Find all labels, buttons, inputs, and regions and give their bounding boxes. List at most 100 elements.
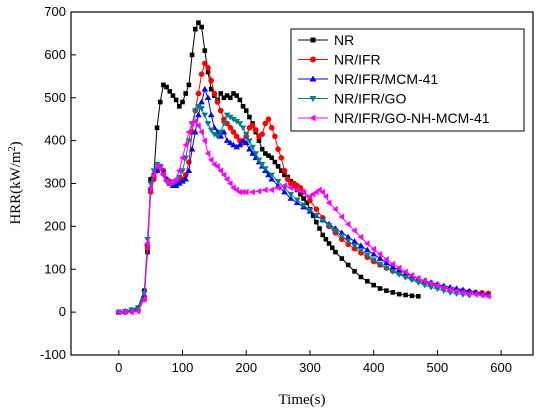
series-1-point xyxy=(384,288,389,293)
series-3-point xyxy=(172,182,180,188)
series-1-point xyxy=(377,286,383,291)
series-1-point xyxy=(186,82,192,88)
series-3-point xyxy=(287,195,295,201)
series-4-point xyxy=(242,131,250,138)
series-1-point xyxy=(180,99,185,105)
series-5-point xyxy=(421,277,427,285)
series-1-point xyxy=(339,256,345,261)
series-3-point xyxy=(239,137,247,143)
series-1-point xyxy=(345,262,351,268)
series-4-point xyxy=(252,151,260,157)
series-5-point xyxy=(427,280,434,287)
legend-item-2-label: NR/IFR xyxy=(334,52,381,68)
series-5-point xyxy=(262,186,268,194)
series-5-point xyxy=(191,118,198,125)
series-3-point xyxy=(236,141,244,148)
y-tick-label: 500 xyxy=(44,90,66,105)
series-3-point xyxy=(246,145,253,152)
series-4-point xyxy=(217,129,225,136)
y-tick-label: 600 xyxy=(44,47,66,62)
series-5-point xyxy=(344,220,351,228)
series-1-point xyxy=(183,91,189,96)
legend-box xyxy=(290,28,525,132)
series-1-point xyxy=(205,69,211,75)
series-1-point xyxy=(310,213,316,218)
series-1-point xyxy=(154,125,160,131)
series-1-point xyxy=(259,146,265,152)
series-5-point xyxy=(144,240,150,247)
series-layer xyxy=(115,20,492,316)
series-5-point xyxy=(182,141,189,149)
series-4-point xyxy=(395,272,403,278)
series-3-point xyxy=(195,111,202,118)
y-tick-label: -100 xyxy=(40,347,66,362)
y-tick-label: 400 xyxy=(44,133,66,148)
series-5-point xyxy=(322,193,329,200)
series-5-point xyxy=(281,182,287,189)
series-4-point xyxy=(376,261,384,268)
series-5-point xyxy=(319,188,326,196)
series-1-point xyxy=(247,114,252,120)
series-1-point xyxy=(371,282,376,288)
series-1-point xyxy=(237,97,243,103)
series-4-point xyxy=(357,248,365,254)
series-4-point xyxy=(262,166,269,172)
legend-item-2-marker xyxy=(310,56,316,63)
series-5-point xyxy=(195,122,201,129)
series-2-point xyxy=(233,133,240,140)
series-5-point xyxy=(364,240,370,247)
series-3-point xyxy=(233,143,240,150)
series-1-point xyxy=(148,176,153,182)
series-5-point xyxy=(115,308,122,316)
series-5-point xyxy=(160,171,166,179)
y-tick-label: 700 xyxy=(44,4,66,19)
series-3-point xyxy=(217,133,225,139)
series-4-point xyxy=(268,172,276,179)
series-3-point xyxy=(383,259,390,266)
series-4-point xyxy=(204,121,212,127)
series-4-point xyxy=(351,243,358,249)
series-1-point xyxy=(192,26,198,32)
series-4-point xyxy=(306,207,314,214)
series-4-point xyxy=(230,116,237,123)
legend-item-3-marker xyxy=(309,75,317,82)
series-1-point xyxy=(275,164,281,169)
series-3-point xyxy=(265,171,272,178)
series-4-point xyxy=(421,282,428,289)
series-1-point xyxy=(415,293,421,299)
series-4-point xyxy=(293,197,301,204)
series-1-point xyxy=(298,191,303,197)
series-4-point xyxy=(258,161,266,168)
series-4-point xyxy=(236,121,244,127)
series-4-point xyxy=(239,125,247,132)
legend-item-1-marker xyxy=(310,37,316,43)
series-5-point xyxy=(179,154,185,162)
legend-item-1-label: NR xyxy=(334,32,354,48)
x-tick-label: 300 xyxy=(299,360,321,375)
series-1-point xyxy=(189,52,195,58)
series-2-point xyxy=(272,133,278,140)
series-2-point xyxy=(307,197,313,204)
series-1-point xyxy=(396,291,402,297)
series-4-point xyxy=(313,212,320,219)
y-axis-title-end: ) xyxy=(8,141,24,146)
series-4-point xyxy=(207,127,215,134)
y-tick-label: 0 xyxy=(59,304,66,319)
series-1-point xyxy=(301,196,306,201)
series-5-point xyxy=(150,171,157,179)
series-4-point xyxy=(338,233,346,240)
series-3-point xyxy=(364,246,371,253)
series-4-point xyxy=(195,104,202,110)
y-axis-ticks: -100 0 100 200 300 400 500 600 700 xyxy=(40,4,76,362)
series-5-point xyxy=(140,295,147,303)
series-1-point xyxy=(329,245,335,251)
series-2-point xyxy=(217,107,224,114)
series-1-point xyxy=(365,278,370,284)
series-3-point xyxy=(344,233,352,240)
series-1-point xyxy=(409,293,415,299)
series-4-point xyxy=(370,257,377,264)
series-1-point xyxy=(202,48,208,53)
x-tick-label: 200 xyxy=(235,360,257,375)
series-5-point xyxy=(255,187,262,195)
legend-item-3-label: NR/IFR/MCM-41 xyxy=(334,71,438,87)
